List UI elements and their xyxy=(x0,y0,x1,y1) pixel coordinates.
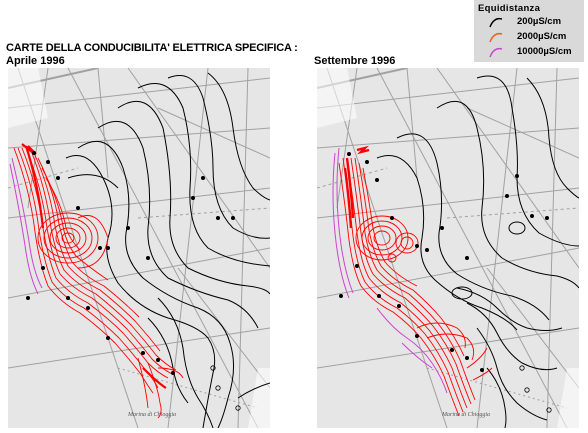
legend-entry-200: 200µS/cm xyxy=(474,15,584,29)
conductivity-map-september: Marina di Chioggia xyxy=(317,68,579,428)
contours-2000 xyxy=(338,157,493,417)
road-network xyxy=(317,68,579,428)
contours-10000 xyxy=(332,147,448,394)
contours-2000-dense xyxy=(21,143,167,389)
land-white-area xyxy=(317,68,579,428)
contours-2000-dense xyxy=(343,145,370,229)
legend-title: Equidistanza xyxy=(478,3,541,14)
legend: Equidistanza 200µS/cm 2000µS/cm 10000µS/… xyxy=(474,0,584,62)
legend-swatch-2000 xyxy=(489,32,503,43)
road-network xyxy=(8,68,270,428)
contours-200 xyxy=(65,72,270,428)
place-name-label: Marina di Chioggia xyxy=(127,412,176,418)
legend-label-2000: 2000µS/cm xyxy=(517,31,567,42)
panel-label-september: Settembre 1996 xyxy=(314,55,396,67)
place-name-label: Marina di Chioggia xyxy=(441,412,490,418)
map-title: CARTE DELLA CONDUCIBILITA' ELETTRICA SPE… xyxy=(6,42,298,54)
legend-entry-2000: 2000µS/cm xyxy=(474,30,584,44)
land-white-area xyxy=(8,68,270,428)
sampling-wells xyxy=(25,151,241,411)
contours-10000 xyxy=(9,157,43,295)
panel-label-april: Aprile 1996 xyxy=(6,55,65,67)
legend-swatch-200 xyxy=(489,17,503,28)
legend-label-200: 200µS/cm xyxy=(517,16,562,27)
legend-entry-10000: 10000µS/cm xyxy=(474,45,584,59)
legend-swatch-10000 xyxy=(489,47,503,58)
conductivity-map-april: Marina di Chioggia xyxy=(8,68,270,428)
sampling-wells xyxy=(338,152,552,413)
legend-label-10000: 10000µS/cm xyxy=(517,46,572,57)
